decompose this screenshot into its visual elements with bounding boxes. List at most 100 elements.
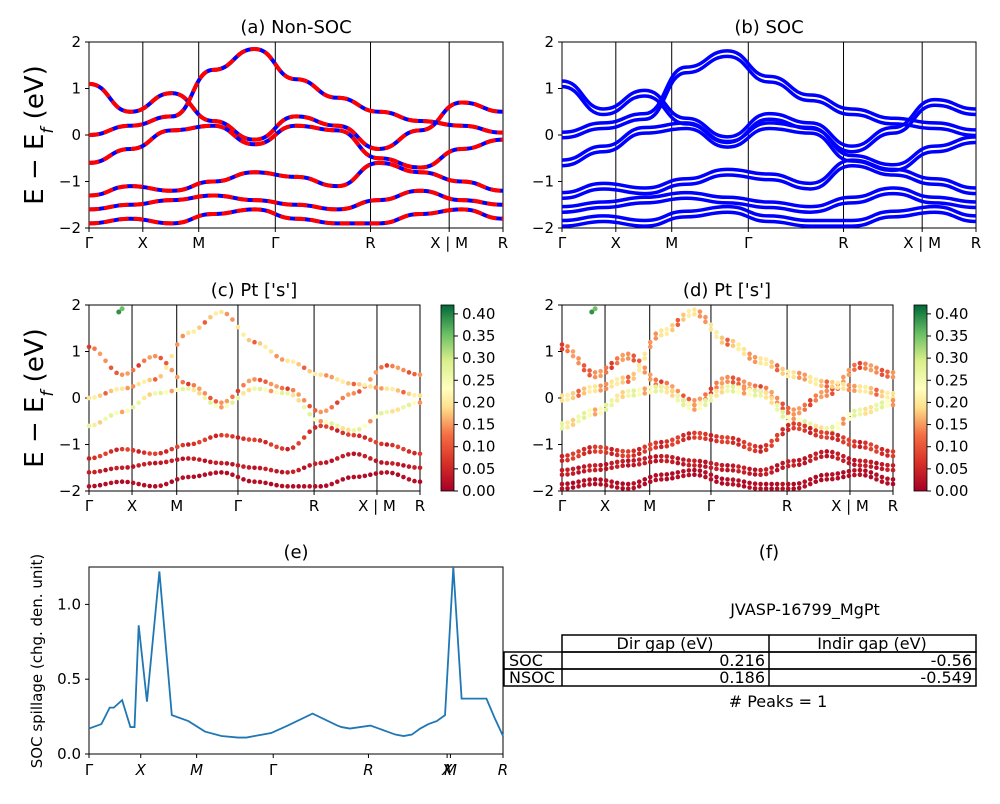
- scatter-point: [736, 478, 741, 483]
- scatter-point: [857, 467, 863, 473]
- scatter-point: [730, 477, 736, 482]
- scatter-point: [152, 460, 158, 466]
- scatter-point: [180, 379, 186, 385]
- scatter-point: [390, 470, 395, 476]
- scatter-point: [841, 453, 846, 459]
- scatter-point: [345, 381, 351, 386]
- scatter-point: [769, 481, 774, 487]
- scatter-point: [323, 460, 329, 465]
- panel-d-plot: −2 −1 0 1 2 Γ X M Γ R X | M R: [532, 296, 898, 515]
- scatter-point: [136, 449, 141, 454]
- scatter-point: [559, 467, 565, 473]
- scatter-point: [340, 453, 346, 459]
- scatter-point: [603, 365, 609, 371]
- scatter-point: [97, 482, 103, 488]
- scatter-point: [614, 480, 620, 486]
- scatter-point: [625, 449, 631, 454]
- scatter-point: [603, 370, 609, 375]
- colorbar-tick-label: 0.40: [462, 305, 495, 323]
- scatter-point: [879, 393, 885, 399]
- scatter-point: [587, 389, 592, 394]
- scatter-point: [141, 379, 147, 385]
- scatter-point: [97, 453, 103, 459]
- scatter-point: [670, 475, 675, 481]
- table-soc-dir: 0.216: [719, 651, 765, 670]
- scatter-point: [647, 479, 653, 485]
- scatter-point: [774, 486, 780, 491]
- scatter-point: [885, 481, 890, 486]
- scatter-point: [92, 469, 97, 475]
- scatter-point: [647, 372, 653, 378]
- scatter-point: [390, 442, 395, 448]
- scatter-point: [559, 346, 565, 352]
- scatter-point: [241, 477, 246, 482]
- scatter-point: [345, 427, 351, 433]
- scatter-point: [174, 342, 180, 347]
- scatter-point: [642, 481, 648, 487]
- scatter-point: [670, 471, 675, 476]
- scatter-point: [362, 453, 368, 459]
- scatter-point: [874, 472, 879, 478]
- scatter-point: [642, 356, 648, 361]
- scatter-point: [368, 437, 373, 443]
- scatter-point: [581, 482, 587, 488]
- x-tick-label: R: [782, 497, 792, 515]
- scatter-point: [565, 424, 570, 430]
- scatter-point: [835, 421, 841, 426]
- scatter-point: [692, 402, 697, 408]
- scatter-point: [824, 449, 830, 454]
- scatter-point: [758, 384, 763, 389]
- scatter-point: [631, 388, 637, 394]
- scatter-point: [879, 389, 885, 394]
- scatter-point: [807, 379, 813, 385]
- scatter-point: [312, 371, 318, 377]
- band-line-soc: [562, 84, 976, 154]
- scatter-point: [747, 471, 752, 476]
- scatter-point: [614, 459, 620, 465]
- scatter-point: [136, 463, 141, 468]
- scatter-point: [725, 337, 730, 343]
- scatter-point: [230, 434, 235, 439]
- scatter-point: [301, 398, 307, 403]
- scatter-point: [163, 389, 169, 395]
- scatter-point: [813, 451, 819, 457]
- scatter-point: [852, 367, 857, 372]
- scatter-point: [598, 388, 603, 393]
- scatter-point: [587, 412, 592, 418]
- scatter-point: [559, 421, 565, 426]
- band-line-soc: [562, 49, 976, 134]
- scatter-point: [675, 388, 681, 394]
- scatter-point: [642, 386, 648, 392]
- scatter-point: [874, 387, 879, 393]
- scatter-point: [384, 460, 390, 466]
- scatter-point: [169, 367, 175, 373]
- scatter-point: [659, 439, 664, 445]
- scatter-point: [636, 457, 642, 462]
- scatter-point: [598, 462, 603, 468]
- scatter-point: [807, 398, 813, 403]
- scatter-point: [813, 393, 819, 398]
- scatter-point: [686, 468, 692, 473]
- scatter-point: [686, 458, 692, 463]
- scatter-point: [681, 473, 686, 479]
- scatter-point: [785, 405, 791, 411]
- scatter-point: [714, 385, 719, 390]
- y-tick-label: −1: [59, 173, 81, 191]
- band-line-soc: [562, 126, 976, 173]
- y-tick-label: −2: [532, 482, 554, 500]
- scatter-point: [351, 432, 357, 438]
- scatter-point: [703, 314, 708, 320]
- scatter-point: [362, 435, 368, 440]
- scatter-point: [384, 409, 390, 415]
- scatter-point: [830, 476, 835, 482]
- scatter-point: [708, 322, 714, 328]
- scatter-point: [357, 433, 362, 439]
- scatter-point: [846, 387, 852, 393]
- scatter-point: [631, 448, 637, 454]
- scatter-point: [274, 444, 279, 450]
- scatter-point: [417, 400, 423, 405]
- scatter-point: [774, 467, 780, 473]
- scatter-point: [246, 337, 252, 343]
- scatter-point: [675, 322, 681, 328]
- scatter-point: [725, 477, 730, 482]
